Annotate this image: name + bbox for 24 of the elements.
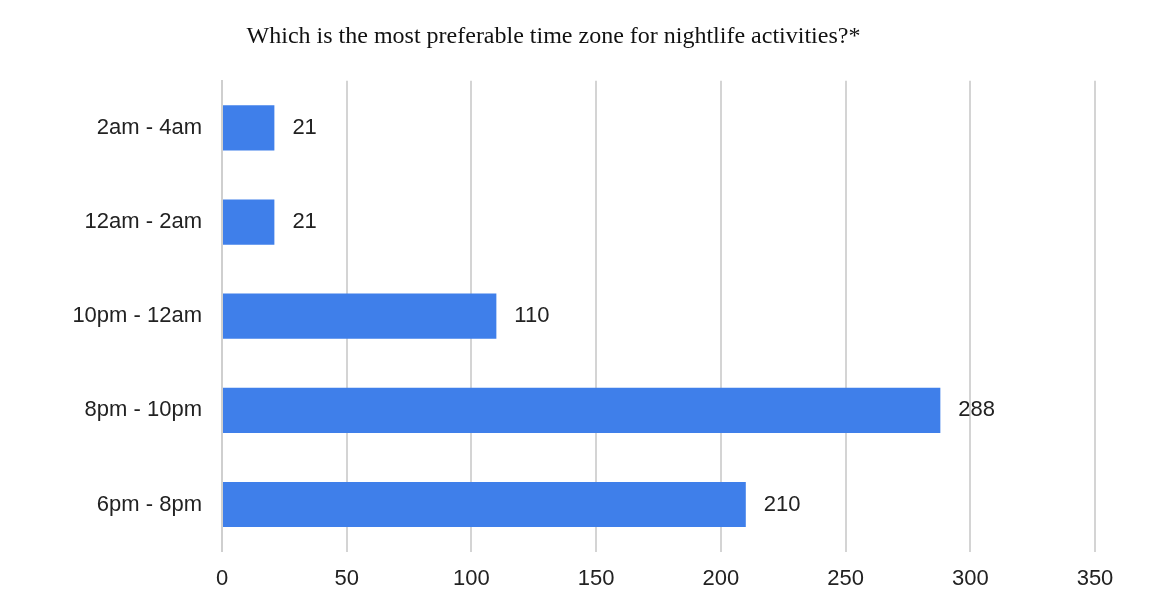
y-tick-label: 12am - 2am (84, 208, 202, 234)
chart-title: Which is the most preferable time zone for nightlife activities?* (246, 21, 861, 48)
data-label: 210 (763, 490, 801, 516)
x-tick-label: 50 (334, 564, 359, 590)
bar (223, 199, 275, 245)
x-tick-label: 150 (577, 564, 615, 590)
y-tick-label: 6pm - 8pm (96, 490, 202, 516)
x-tick-label: 100 (453, 564, 490, 590)
bar (223, 481, 746, 528)
y-tick-label: 2am - 4am (96, 113, 202, 139)
bar (223, 387, 941, 433)
data-label: 288 (958, 396, 996, 422)
data-label: 110 (514, 302, 550, 328)
data-label: 21 (292, 113, 317, 139)
bar (223, 293, 497, 339)
bar (223, 105, 275, 151)
y-tick-label: 10pm - 12am (72, 302, 202, 328)
data-label: 21 (292, 208, 317, 234)
x-tick-label: 0 (215, 564, 229, 590)
x-tick-label: 350 (1076, 564, 1114, 590)
x-tick-label: 200 (702, 564, 740, 590)
y-tick-label: 8pm - 10pm (84, 396, 202, 422)
x-tick-label: 250 (827, 564, 864, 590)
x-tick-label: 300 (951, 564, 989, 590)
